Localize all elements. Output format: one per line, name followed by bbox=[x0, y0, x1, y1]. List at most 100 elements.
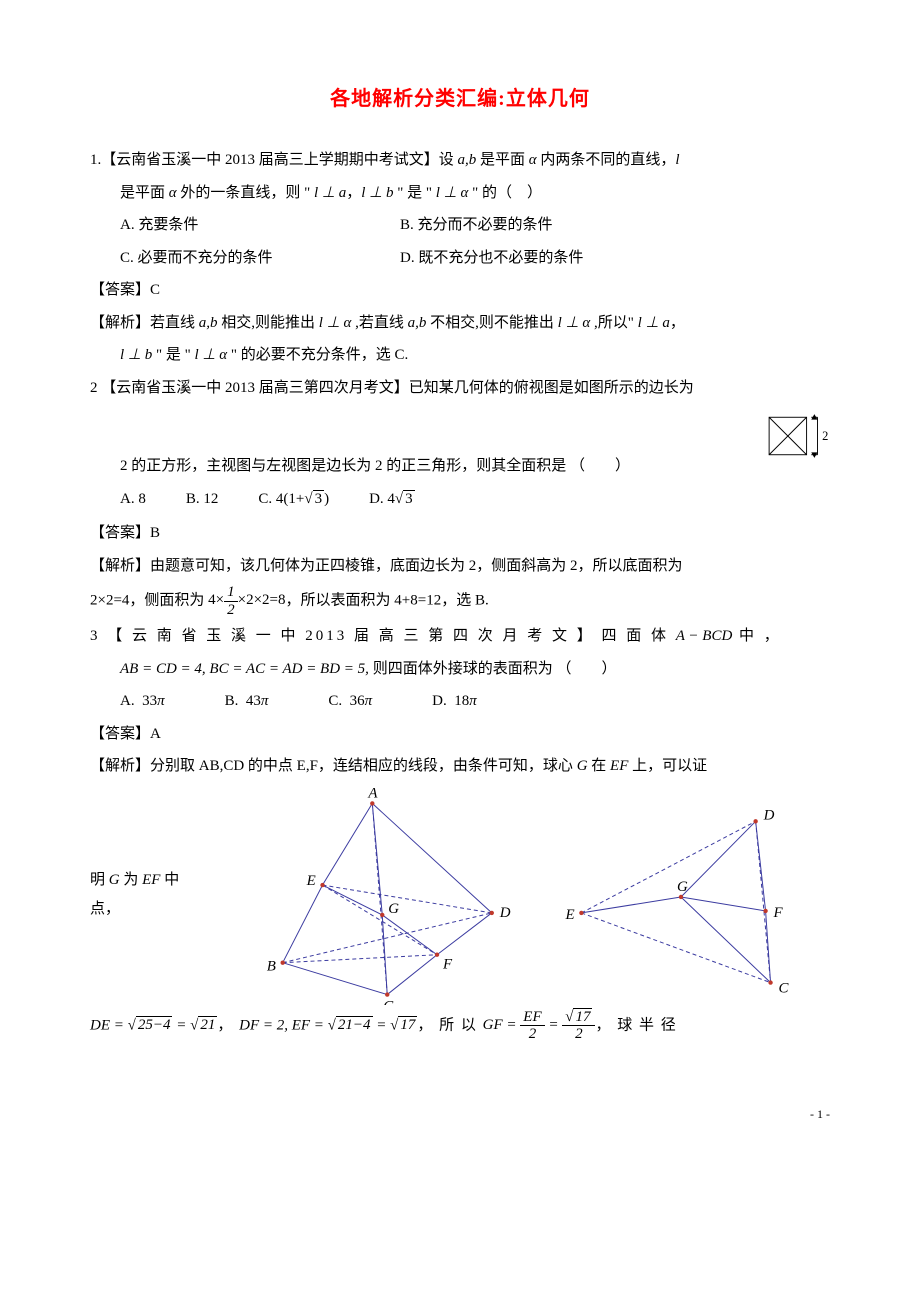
svg-text:D: D bbox=[762, 807, 774, 823]
q2-optC: C. 4(1+√3) bbox=[258, 485, 329, 514]
svg-text:B: B bbox=[266, 958, 275, 974]
q1-exp-l2b: " 的必要不充分条件，选 C. bbox=[227, 347, 408, 363]
q1-exp-t1: 相交,则能推出 bbox=[218, 315, 319, 331]
q2-optC-pre: C. bbox=[258, 491, 276, 507]
q3-exp1: 【解析】分别取 AB,CD 的中点 E,F，连结相应的线段，由条件可知，球心 G… bbox=[90, 752, 830, 781]
q3-exp2-with-diagram: 明 G 为 EF 中点， ABCDEFGDEFCG bbox=[90, 785, 830, 1005]
svg-text:2: 2 bbox=[822, 429, 828, 443]
q3-exp3: DE = √25−4 = √21， DF = 2, EF = √21−4 = √… bbox=[90, 1009, 830, 1043]
svg-text:G: G bbox=[388, 900, 399, 916]
svg-text:C: C bbox=[778, 980, 789, 996]
q1-exp-l1: 【解析】若直线 a,b 相交,则能推出 l ⊥ α ,若直线 a,b 不相交,则… bbox=[90, 309, 830, 338]
q1-options: A. 充要条件 B. 充分而不必要的条件 C. 必要而不充分的条件 D. 既不充… bbox=[90, 211, 830, 272]
q2-optD: D. 4√3 bbox=[369, 485, 415, 514]
q1-l2e: " 的（ ） bbox=[468, 185, 542, 201]
q3-answer: 【答案】A bbox=[90, 720, 830, 749]
q2-stem1: 2 【云南省玉溪一中 2013 届高三第四次月考文】已知某几何体的俯视图是如图所… bbox=[90, 374, 830, 403]
svg-text:E: E bbox=[305, 873, 315, 889]
svg-text:F: F bbox=[442, 956, 453, 972]
q1-exp-t3: 不相交,则不能推出 bbox=[426, 315, 557, 331]
q2-optD-pre: D. bbox=[369, 491, 387, 507]
math-ab3: a,b bbox=[408, 315, 427, 331]
q3-optD: D. 18π bbox=[432, 687, 477, 716]
q3-EF2: EF bbox=[142, 872, 160, 888]
q3-EF: EF bbox=[610, 758, 628, 774]
q3-s1b: 中 ， bbox=[732, 628, 782, 644]
q3-e2b: 为 bbox=[120, 872, 143, 888]
q1-l2b: 外的一条直线，则 " bbox=[177, 185, 314, 201]
q3-DFEF: DF = 2, EF = √21−4 = √17 bbox=[239, 1016, 417, 1033]
comma: ， bbox=[670, 315, 685, 331]
page-footer: - 1 - bbox=[90, 1103, 830, 1126]
q3-e1b: 在 bbox=[588, 758, 611, 774]
svg-text:D: D bbox=[498, 904, 510, 920]
q1-l2d: " 是 " bbox=[394, 185, 436, 201]
q3-e3a: ， bbox=[217, 1017, 239, 1033]
q3-eq: AB = CD = 4, BC = AC = AD = BD = 5, bbox=[120, 661, 369, 677]
q2-expB-pre: 2×2=4，侧面积为 bbox=[90, 592, 208, 608]
q3-options: A. 33π B. 43π C. 36π D. 18π bbox=[90, 687, 830, 716]
q1-exp-t2: ,若直线 bbox=[351, 315, 407, 331]
q1-stem-line1: 1.【云南省玉溪一中 2013 届高三上学期期中考试文】设 a,b 是平面 α … bbox=[90, 146, 830, 175]
math-lalpha: l ⊥ α bbox=[436, 185, 469, 201]
math-alpha: α bbox=[529, 152, 537, 168]
q2-optC-m: 4(1+√3) bbox=[276, 490, 329, 507]
math-lb: l ⊥ b bbox=[361, 185, 393, 201]
math-la2: l ⊥ a bbox=[638, 315, 670, 331]
q1-l2c: ， bbox=[346, 185, 361, 201]
q3-DE: DE = √25−4 = √21 bbox=[90, 1016, 217, 1033]
q2-optD-m: 4√3 bbox=[387, 490, 414, 507]
q2-answer: 【答案】B bbox=[90, 519, 830, 548]
q2-expB-m2: 4+8=12 bbox=[394, 592, 441, 608]
q3-GF: GF = EF2 = √172 bbox=[483, 1017, 596, 1033]
q1-answer: 【答案】C bbox=[90, 276, 830, 305]
q3-e2a: 明 bbox=[90, 872, 109, 888]
math-ab: a,b bbox=[458, 152, 477, 168]
q2-expB-mid: ，所以表面积为 bbox=[286, 592, 395, 608]
q3-s2a: 则四面体外接球的表面积为 （ ） bbox=[369, 661, 617, 677]
q1-exp-l2a: " 是 " bbox=[152, 347, 194, 363]
q1-t2: 内两条不同的直线， bbox=[537, 152, 676, 168]
svg-text:F: F bbox=[772, 904, 783, 920]
q2-stem2: 2 的正方形，主视图与左视图是边长为 2 的正三角形，则其全面积是 （ ） bbox=[90, 452, 830, 481]
q2-expB-m1: 4×12×2×2=8 bbox=[208, 592, 285, 608]
q1-exp-pre: 【解析】若直线 bbox=[90, 315, 199, 331]
q3-e1c: 上，可以证 bbox=[628, 758, 707, 774]
q2-optB: B. 12 bbox=[186, 485, 219, 514]
math-lalpha2: l ⊥ α bbox=[319, 315, 352, 331]
q2-optA: A. 8 bbox=[120, 485, 146, 514]
topview-svg: 2 bbox=[766, 406, 830, 466]
q3-e3c: ， 球 半 径 bbox=[595, 1017, 677, 1033]
q3-optC: C. 36π bbox=[328, 687, 372, 716]
q1-t1: 是平面 bbox=[476, 152, 529, 168]
q3-G: G bbox=[577, 758, 588, 774]
svg-text:E: E bbox=[564, 906, 574, 922]
q1-l2a: 是平面 bbox=[120, 185, 169, 201]
math-lalpha4: l ⊥ α bbox=[194, 347, 227, 363]
q2-options: A. 8 B. 12 C. 4(1+√3) D. 4√3 bbox=[90, 485, 830, 514]
q3-e3b: ， 所 以 bbox=[417, 1017, 482, 1033]
svg-text:C: C bbox=[383, 998, 394, 1005]
q1-optD: D. 既不充分也不必要的条件 bbox=[400, 244, 680, 273]
q3-stem1: 3 【 云 南 省 玉 溪 一 中 2013 届 高 三 第 四 次 月 考 文… bbox=[90, 622, 830, 651]
q2-expB: 2×2=4，侧面积为 4×12×2×2=8，所以表面积为 4+8=12，选 B. bbox=[90, 584, 830, 618]
q3-stem2: AB = CD = 4, BC = AC = AD = BD = 5, 则四面体… bbox=[90, 655, 830, 684]
q3-optB: B. 43π bbox=[225, 687, 269, 716]
q3-e1a: 【解析】分别取 AB,CD 的中点 E,F，连结相应的线段，由条件可知，球心 bbox=[90, 758, 577, 774]
q3-ABCD: A − BCD bbox=[676, 628, 733, 644]
math-lalpha3: l ⊥ α bbox=[558, 315, 591, 331]
q3-exp2-text: 明 G 为 EF 中点， bbox=[90, 866, 209, 923]
q2-topview: 2 bbox=[766, 406, 830, 477]
tetra-diagram: ABCDEFGDEFCG bbox=[213, 785, 830, 1005]
q1-exp-l2: l ⊥ b " 是 " l ⊥ α " 的必要不充分条件，选 C. bbox=[90, 341, 830, 370]
q1-optA: A. 充要条件 bbox=[120, 211, 400, 240]
q1-text: 1.【云南省玉溪一中 2013 届高三上学期期中考试文】设 bbox=[90, 152, 458, 168]
q1-stem-line2: 是平面 α 外的一条直线，则 " l ⊥ a，l ⊥ b " 是 " l ⊥ α… bbox=[90, 179, 830, 208]
svg-text:G: G bbox=[677, 879, 688, 895]
math-ab2: a,b bbox=[199, 315, 218, 331]
math-la: l ⊥ a bbox=[314, 185, 346, 201]
q3-s1a: 3 【 云 南 省 玉 溪 一 中 2013 届 高 三 第 四 次 月 考 文… bbox=[90, 628, 676, 644]
q1-optB: B. 充分而不必要的条件 bbox=[400, 211, 680, 240]
q2-expA: 【解析】由题意可知，该几何体为正四棱锥，底面边长为 2，侧面斜高为 2，所以底面… bbox=[90, 552, 830, 581]
q3-G2: G bbox=[109, 872, 120, 888]
